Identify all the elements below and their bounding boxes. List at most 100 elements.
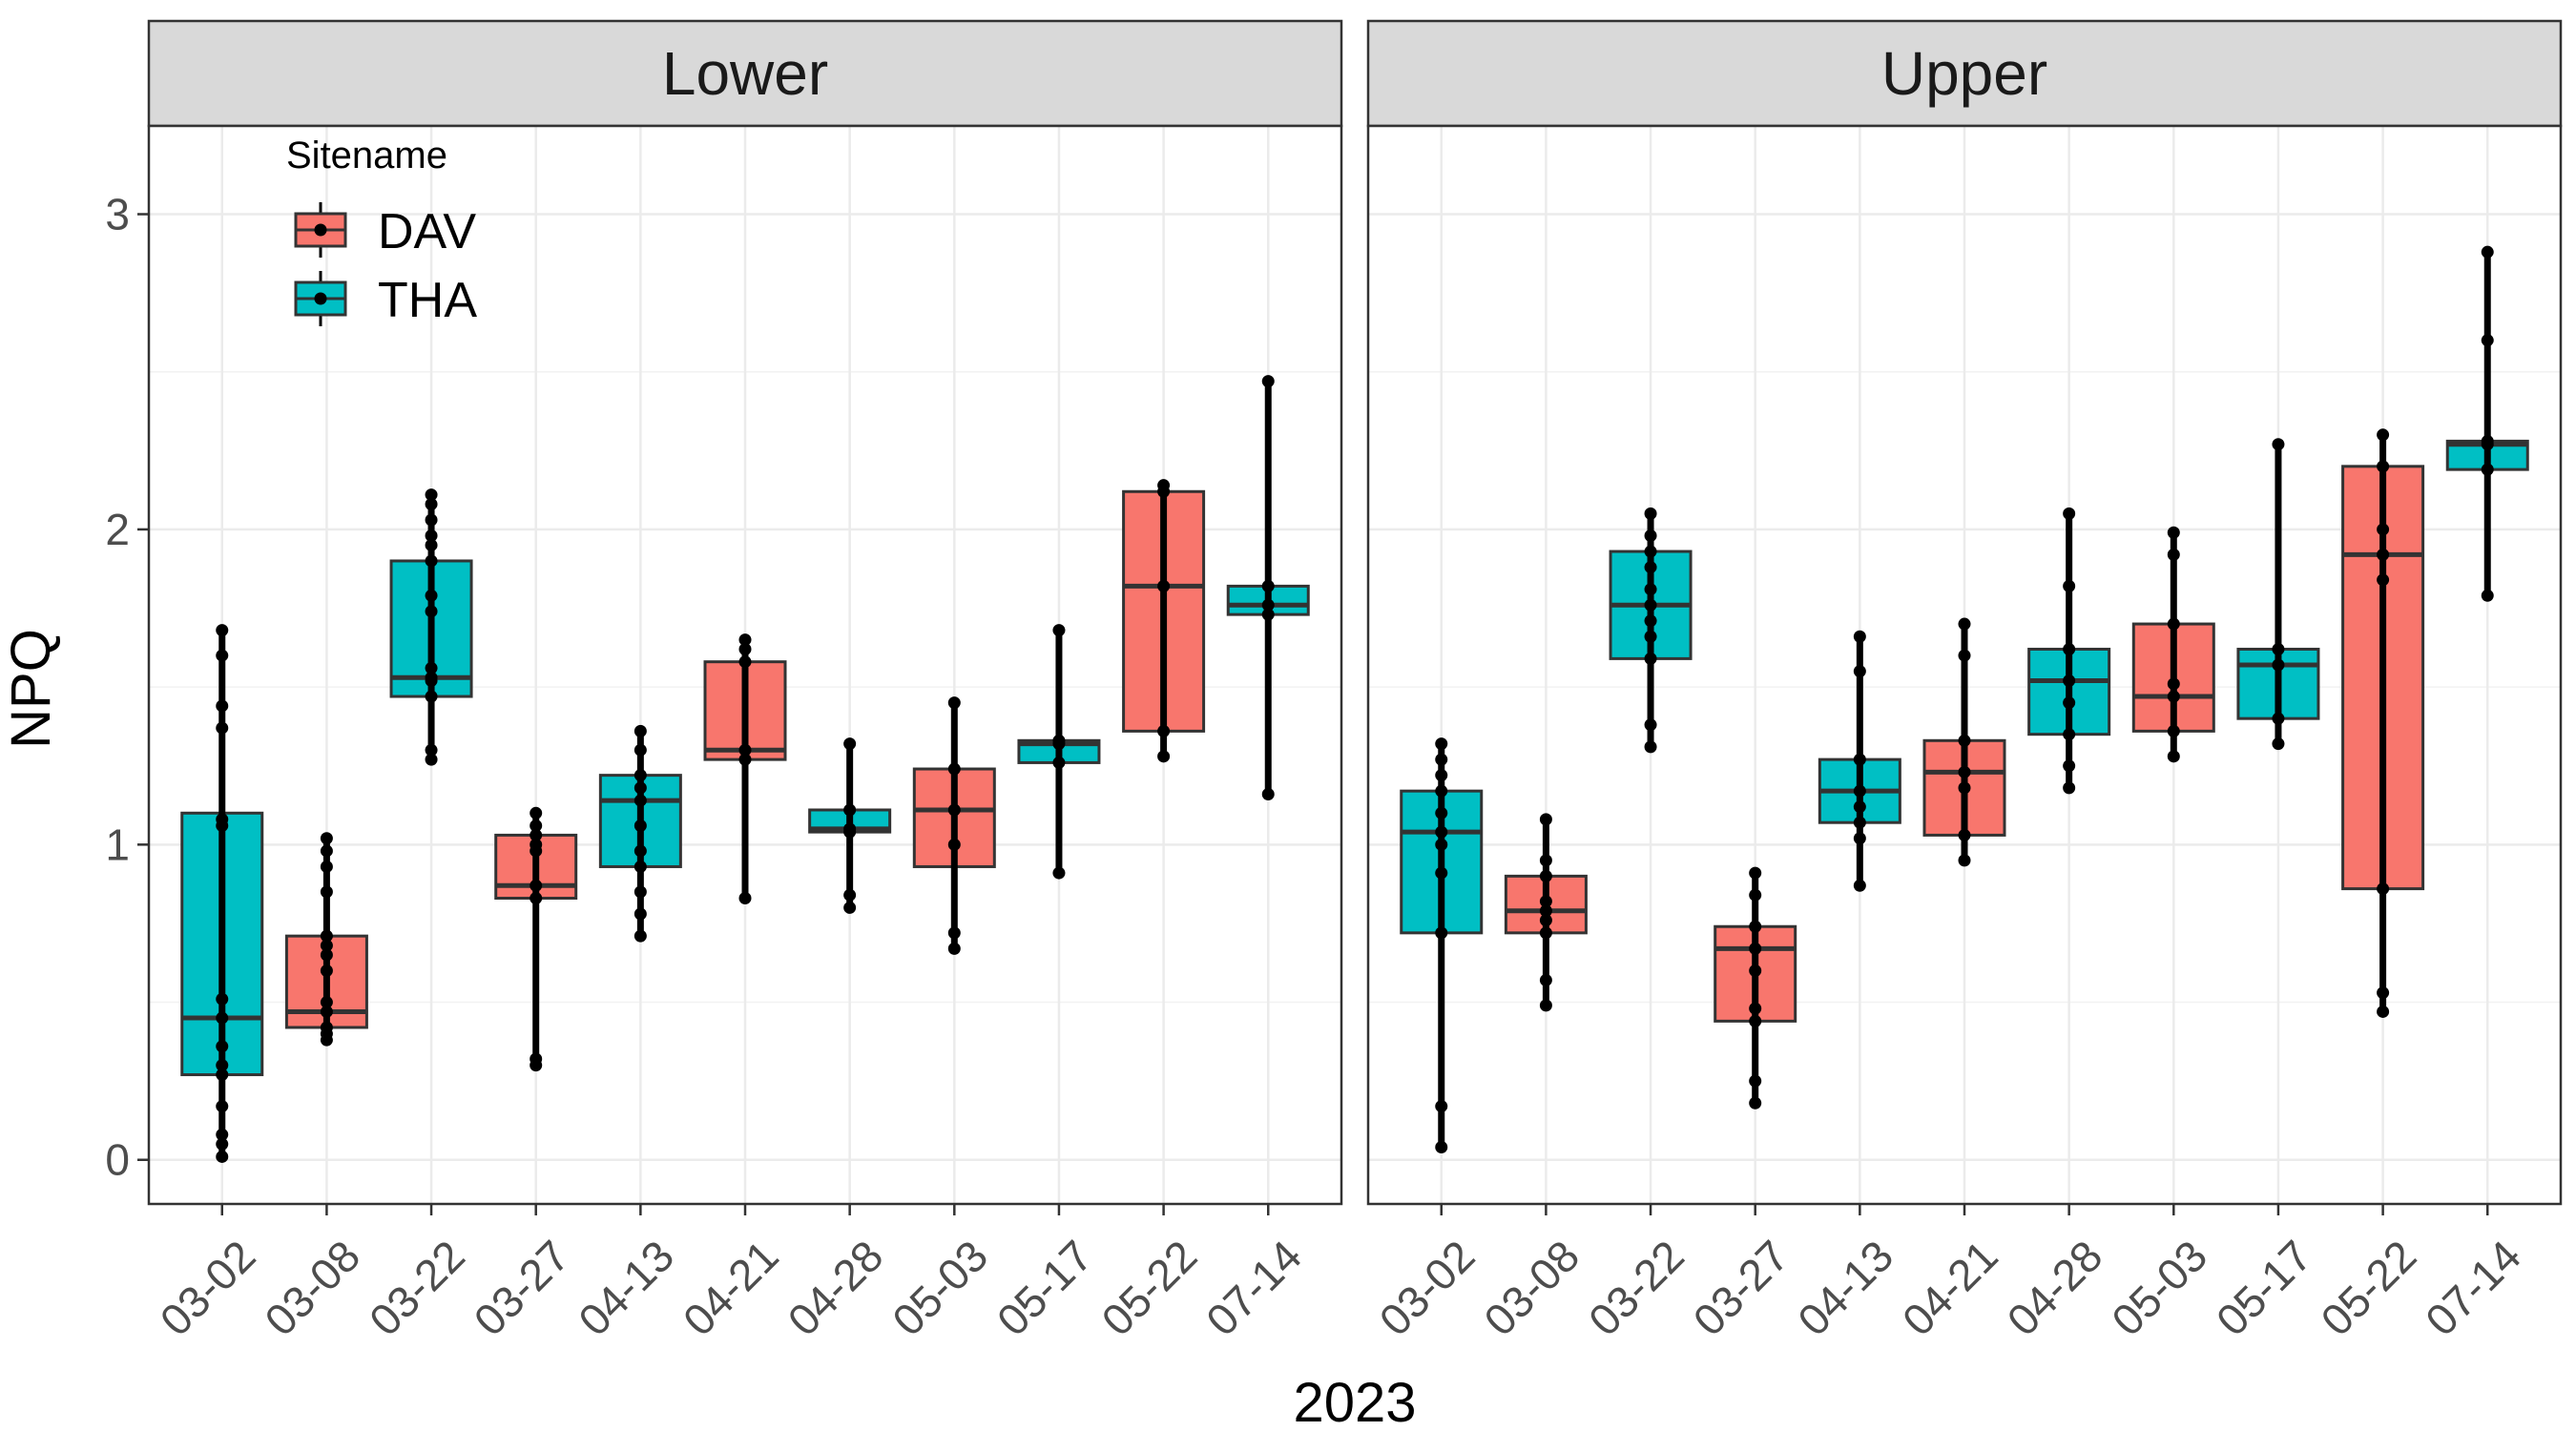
data-point xyxy=(425,538,438,551)
data-point xyxy=(2167,548,2180,561)
data-point xyxy=(320,860,333,873)
data-point xyxy=(530,892,543,905)
data-point xyxy=(2167,526,2180,539)
facet-strip xyxy=(147,19,1343,128)
data-point xyxy=(738,642,752,655)
data-point xyxy=(1539,926,1552,940)
y-axis-title: NPQ xyxy=(0,629,62,749)
data-point xyxy=(1261,375,1275,388)
facet-label: Upper xyxy=(1881,39,2047,108)
data-point xyxy=(2167,690,2180,703)
data-point xyxy=(634,844,647,858)
box-05-17-tha xyxy=(1017,624,1101,880)
data-point xyxy=(1958,828,1971,841)
data-point xyxy=(1435,806,1448,819)
facet-label: Lower xyxy=(662,39,828,108)
data-point xyxy=(320,929,333,943)
data-point xyxy=(1644,561,1657,574)
data-point xyxy=(1749,866,1762,880)
data-point xyxy=(1749,920,1762,933)
data-point xyxy=(216,1011,229,1025)
data-point xyxy=(2272,642,2285,655)
data-point xyxy=(1435,825,1448,839)
data-point xyxy=(216,1068,229,1082)
data-point xyxy=(1749,1014,1762,1027)
data-point xyxy=(425,753,438,766)
facet-strip xyxy=(1366,19,2563,128)
data-point xyxy=(2481,434,2494,447)
data-point xyxy=(1749,1002,1762,1015)
data-point xyxy=(1749,942,1762,955)
data-point xyxy=(1749,888,1762,902)
data-point xyxy=(530,819,543,833)
box-04-13-tha xyxy=(1818,630,1901,892)
data-point xyxy=(1435,838,1448,851)
data-point xyxy=(1435,769,1448,782)
box-04-28-tha xyxy=(2027,507,2111,795)
data-point xyxy=(320,1021,333,1034)
data-point xyxy=(947,696,961,710)
data-point xyxy=(1435,866,1448,880)
data-point xyxy=(1853,784,1866,798)
data-point xyxy=(843,822,857,836)
data-point xyxy=(320,939,333,952)
data-point xyxy=(1435,1100,1448,1113)
data-point xyxy=(1435,784,1448,798)
legend-key-dav: DAV xyxy=(294,202,476,259)
data-point xyxy=(1539,999,1552,1012)
data-point xyxy=(1052,734,1066,747)
data-point xyxy=(1749,1074,1762,1088)
data-point xyxy=(738,753,752,766)
data-point xyxy=(530,879,543,892)
data-point xyxy=(634,885,647,899)
y-tick-label: 0 xyxy=(105,1135,130,1185)
data-point xyxy=(1539,813,1552,826)
data-point xyxy=(1644,583,1657,596)
data-point xyxy=(738,743,752,757)
data-point xyxy=(2481,463,2494,476)
box-05-22-dav xyxy=(1122,479,1206,763)
y-tick-label: 2 xyxy=(105,505,130,554)
data-point xyxy=(634,769,647,782)
data-point xyxy=(1958,649,1971,662)
data-point xyxy=(425,690,438,703)
data-point xyxy=(2377,548,2390,561)
data-point xyxy=(1261,608,1275,621)
data-point xyxy=(634,743,647,757)
data-point xyxy=(530,1052,543,1066)
data-point xyxy=(1052,756,1066,769)
data-point xyxy=(1052,624,1066,637)
data-point xyxy=(947,762,961,776)
data-point xyxy=(1539,973,1552,986)
data-point xyxy=(1853,800,1866,814)
data-point xyxy=(2063,674,2076,688)
data-point xyxy=(1435,753,1448,766)
box-03-27-dav xyxy=(1714,866,1797,1110)
data-point xyxy=(216,1059,229,1072)
data-point xyxy=(1749,964,1762,977)
data-point xyxy=(1958,734,1971,747)
data-point xyxy=(1157,579,1171,592)
box-05-03-dav xyxy=(2131,526,2215,763)
y-tick-label: 1 xyxy=(105,819,130,869)
data-point xyxy=(1958,765,1971,778)
data-point xyxy=(843,901,857,914)
data-point xyxy=(2481,589,2494,602)
box-03-22-tha xyxy=(1609,507,1693,754)
legend-key-point xyxy=(314,223,327,237)
data-point xyxy=(2272,658,2285,672)
data-point xyxy=(425,605,438,618)
data-point xyxy=(2167,617,2180,631)
data-point xyxy=(738,655,752,669)
data-point xyxy=(2063,642,2076,655)
data-point xyxy=(1644,614,1657,628)
data-point xyxy=(2377,573,2390,587)
data-point xyxy=(1435,926,1448,940)
data-point xyxy=(425,488,438,502)
data-point xyxy=(738,633,752,647)
data-point xyxy=(634,860,647,873)
legend-label: DAV xyxy=(378,204,476,259)
data-point xyxy=(2167,750,2180,763)
box-03-08-dav xyxy=(284,832,368,1047)
